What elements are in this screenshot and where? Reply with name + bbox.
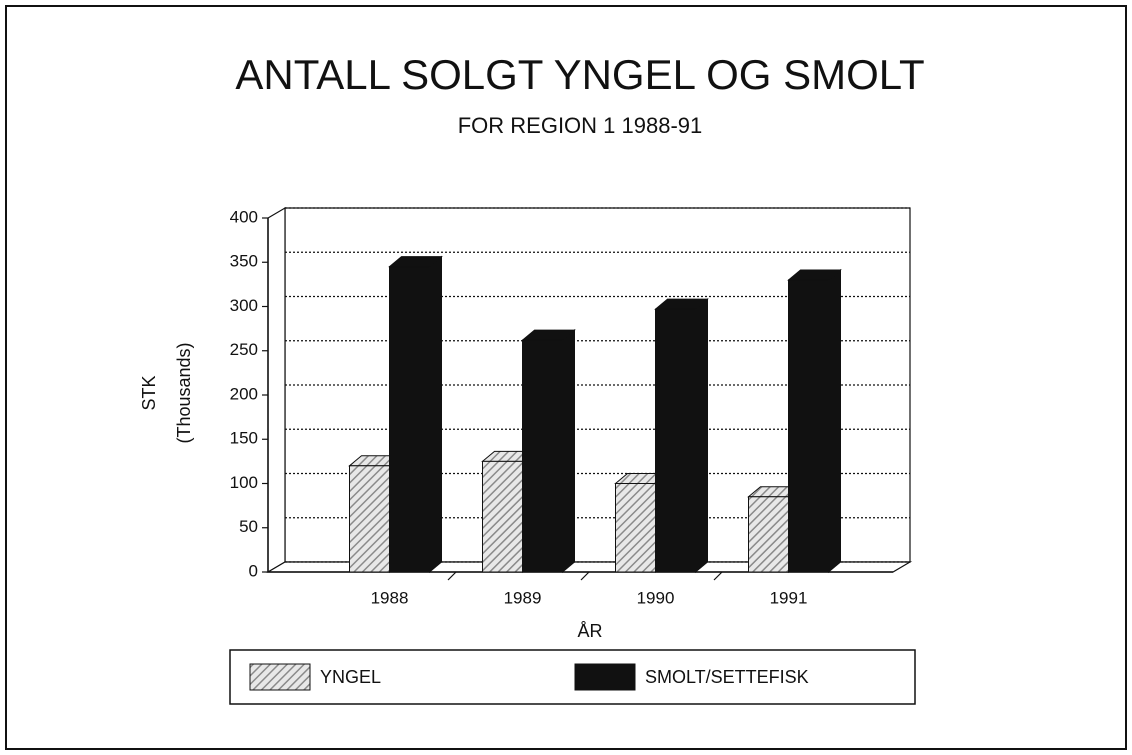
x-tick-label: 1990 — [637, 588, 675, 607]
chart-subtitle: FOR REGION 1 1988-91 — [458, 113, 703, 138]
x-divider — [447, 571, 457, 581]
y-tick-label: 100 — [230, 473, 258, 492]
bar — [349, 465, 390, 573]
legend-label: YNGEL — [320, 667, 381, 687]
bar — [655, 308, 696, 573]
bar — [748, 496, 789, 573]
bar — [615, 483, 656, 573]
x-tick-label: 1989 — [504, 588, 542, 607]
side-wall — [267, 206, 286, 574]
x-axis-label: ÅR — [577, 621, 602, 641]
bar — [482, 460, 523, 573]
x-divider — [713, 571, 723, 581]
y-tick-label: 250 — [230, 340, 258, 359]
y-axis-unit: (Thousands) — [174, 342, 194, 443]
y-tick-label: 300 — [230, 296, 258, 315]
legend-label: SMOLT/SETTEFISK — [645, 667, 809, 687]
bar-side — [562, 329, 575, 574]
y-tick-label: 50 — [239, 517, 258, 536]
bar-side — [828, 268, 841, 574]
x-tick-label: 1991 — [770, 588, 808, 607]
bar-side — [429, 255, 442, 574]
bar — [522, 339, 563, 573]
y-tick-label: 350 — [230, 252, 258, 271]
y-tick-label: 200 — [230, 384, 258, 403]
bar — [389, 266, 430, 573]
y-tick-label: 400 — [230, 207, 258, 226]
chart-title: ANTALL SOLGT YNGEL OG SMOLT — [235, 51, 924, 98]
legend — [229, 649, 916, 705]
bar-side — [695, 298, 708, 574]
y-axis-label: STK — [139, 375, 159, 410]
frame — [5, 5, 1127, 750]
legend-swatch — [249, 663, 311, 691]
y-tick-label: 150 — [230, 429, 258, 448]
y-tick-label: 0 — [249, 561, 258, 580]
x-divider — [580, 571, 590, 581]
x-tick-label: 1988 — [371, 588, 409, 607]
legend-swatch — [574, 663, 636, 691]
bar — [788, 279, 829, 573]
